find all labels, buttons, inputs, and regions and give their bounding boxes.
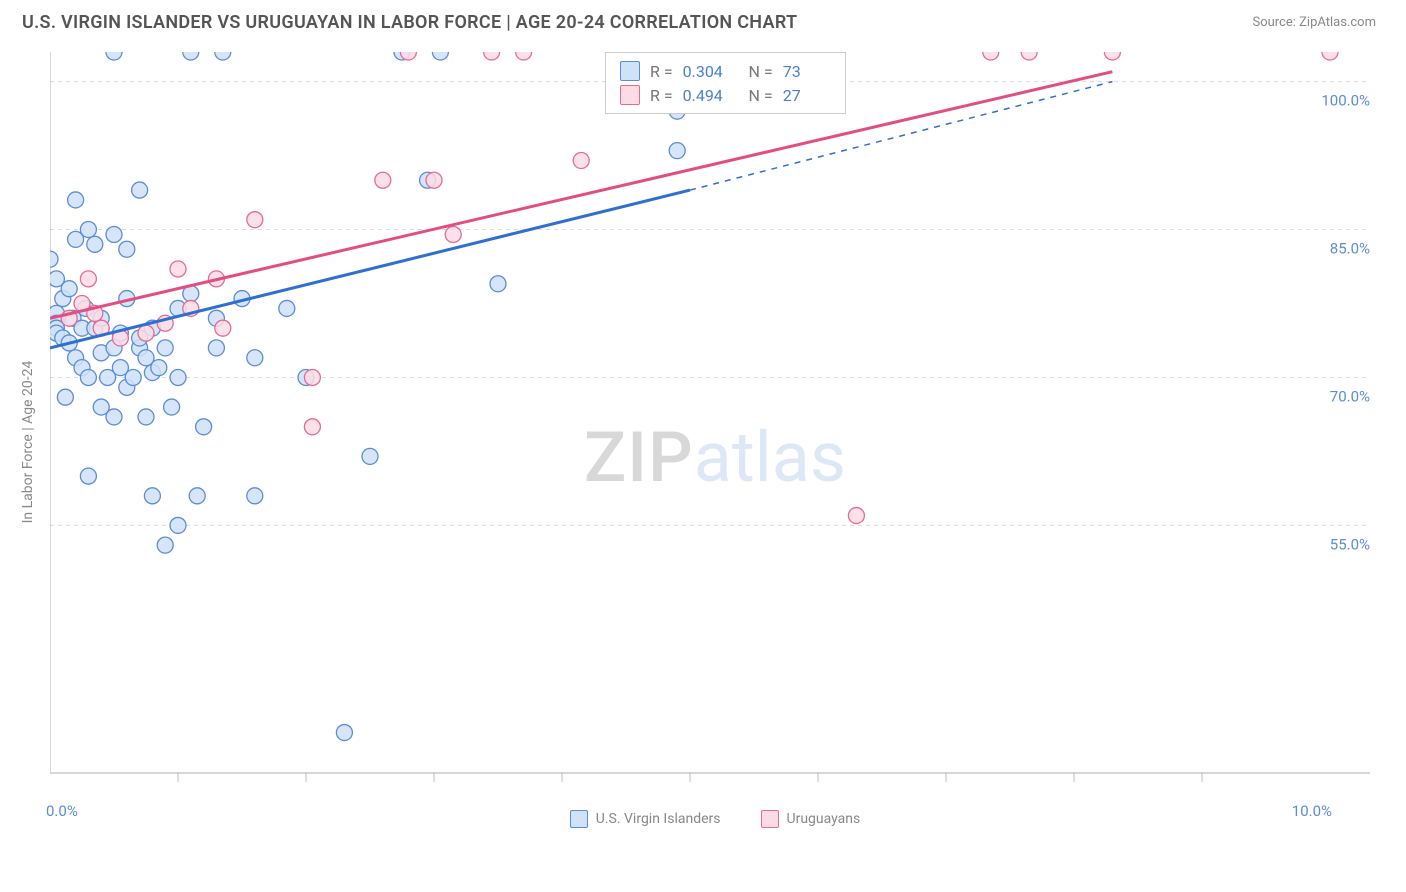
legend-item: Uruguayans [761,810,861,828]
page-title: U.S. VIRGIN ISLANDER VS URUGUAYAN IN LAB… [22,12,797,33]
bottom-legend: U.S. Virgin Islanders Uruguayans [50,810,1380,828]
y-axis-label: In Labor Force | Age 20-24 [20,361,36,524]
chart-container: In Labor Force | Age 20-24 55.0%70.0%85.… [50,52,1380,832]
swatch-icon [761,810,779,828]
svg-text:100.0%: 100.0% [1321,92,1370,110]
svg-text:85.0%: 85.0% [1330,240,1370,258]
svg-text:55.0%: 55.0% [1330,535,1370,553]
legend-label: Uruguayans [787,811,861,827]
swatch-icon [620,85,640,105]
source-label: Source: ZipAtlas.com [1252,15,1376,30]
svg-text:70.0%: 70.0% [1330,387,1370,405]
swatch-icon [570,810,588,828]
stats-row-blue: R =0.304 N =73 [620,59,831,83]
stats-row-pink: R =0.494 N =27 [620,83,831,107]
legend-label: U.S. Virgin Islanders [596,811,721,827]
legend-item: U.S. Virgin Islanders [570,810,721,828]
stats-legend-box: R =0.304 N =73R =0.494 N =27 [605,52,846,114]
scatter-chart: 55.0% 70.0% 85.0% 100.0% [50,52,1380,782]
swatch-icon [620,61,640,81]
